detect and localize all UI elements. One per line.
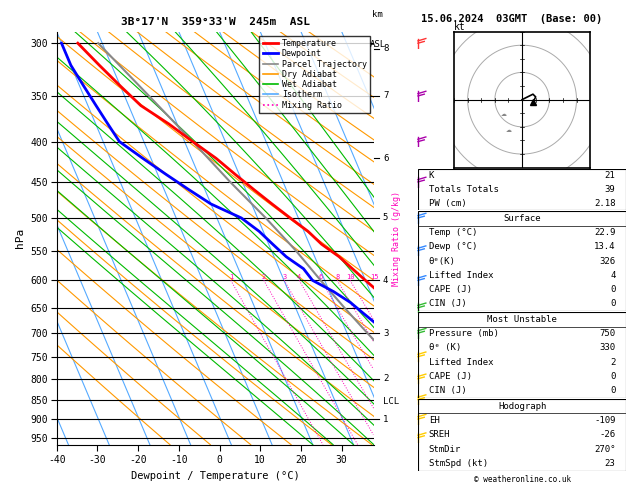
Text: Totals Totals: Totals Totals	[429, 185, 499, 194]
Text: StmDir: StmDir	[429, 445, 461, 454]
Text: Dewp (°C): Dewp (°C)	[429, 243, 477, 251]
Text: 6: 6	[319, 274, 323, 280]
Text: 13.4: 13.4	[594, 243, 615, 251]
Text: 10: 10	[346, 274, 354, 280]
Text: 23: 23	[604, 459, 615, 468]
Text: 2: 2	[383, 374, 388, 383]
Text: Lifted Index: Lifted Index	[429, 271, 493, 280]
Text: 1: 1	[229, 274, 233, 280]
Text: 15.06.2024  03GMT  (Base: 00): 15.06.2024 03GMT (Base: 00)	[421, 14, 603, 24]
Text: 330: 330	[599, 344, 615, 352]
Text: LCL: LCL	[383, 397, 399, 406]
Text: Surface: Surface	[503, 214, 541, 223]
Text: 21: 21	[604, 171, 615, 180]
Text: StmSpd (kt): StmSpd (kt)	[429, 459, 487, 468]
Text: 39: 39	[604, 185, 615, 194]
Text: 4: 4	[383, 276, 388, 285]
Text: CIN (J): CIN (J)	[429, 299, 466, 309]
X-axis label: Dewpoint / Temperature (°C): Dewpoint / Temperature (°C)	[131, 470, 300, 481]
Text: 3B°17'N  359°33'W  245m  ASL: 3B°17'N 359°33'W 245m ASL	[121, 17, 310, 27]
Text: 2: 2	[262, 274, 266, 280]
Text: -109: -109	[594, 416, 615, 425]
Text: Most Unstable: Most Unstable	[487, 315, 557, 324]
Text: PW (cm): PW (cm)	[429, 199, 466, 208]
Y-axis label: hPa: hPa	[15, 228, 25, 248]
Text: 3: 3	[383, 329, 388, 338]
Text: 1: 1	[383, 415, 388, 424]
Text: 3: 3	[282, 274, 286, 280]
Text: 4: 4	[297, 274, 301, 280]
Text: -26: -26	[599, 431, 615, 439]
Text: Hodograph: Hodograph	[498, 402, 546, 411]
Text: Lifted Index: Lifted Index	[429, 358, 493, 366]
Legend: Temperature, Dewpoint, Parcel Trajectory, Dry Adiabat, Wet Adiabat, Isotherm, Mi: Temperature, Dewpoint, Parcel Trajectory…	[259, 36, 370, 113]
Text: CAPE (J): CAPE (J)	[429, 372, 472, 381]
Text: 2: 2	[610, 358, 615, 366]
Text: © weatheronline.co.uk: © weatheronline.co.uk	[474, 474, 571, 484]
Text: ASL: ASL	[370, 40, 386, 49]
Text: 0: 0	[610, 372, 615, 381]
Text: θᵉ (K): θᵉ (K)	[429, 344, 461, 352]
Text: 6: 6	[383, 154, 388, 163]
Text: K: K	[429, 171, 434, 180]
Text: 15: 15	[370, 274, 378, 280]
Text: Temp (°C): Temp (°C)	[429, 228, 477, 237]
Text: SREH: SREH	[429, 431, 450, 439]
Text: 326: 326	[599, 257, 615, 266]
Text: CIN (J): CIN (J)	[429, 386, 466, 395]
Text: 22.9: 22.9	[594, 228, 615, 237]
Text: 0: 0	[610, 299, 615, 309]
Text: 750: 750	[599, 329, 615, 338]
Text: ☁: ☁	[506, 124, 511, 134]
Text: θᵉ(K): θᵉ(K)	[429, 257, 455, 266]
Text: ☁: ☁	[500, 108, 506, 118]
Text: 0: 0	[610, 285, 615, 294]
Text: km: km	[372, 10, 383, 19]
Text: 5: 5	[383, 213, 388, 223]
Text: 8: 8	[383, 44, 388, 53]
Text: CAPE (J): CAPE (J)	[429, 285, 472, 294]
Text: 0: 0	[610, 386, 615, 395]
Text: 8: 8	[335, 274, 340, 280]
Text: 4: 4	[610, 271, 615, 280]
Text: EH: EH	[429, 416, 440, 425]
Text: Pressure (mb): Pressure (mb)	[429, 329, 499, 338]
Text: Mixing Ratio (g/kg): Mixing Ratio (g/kg)	[392, 191, 401, 286]
Text: 7: 7	[383, 91, 388, 101]
Text: 270°: 270°	[594, 445, 615, 454]
Text: 2.18: 2.18	[594, 199, 615, 208]
Text: kt: kt	[454, 21, 466, 32]
